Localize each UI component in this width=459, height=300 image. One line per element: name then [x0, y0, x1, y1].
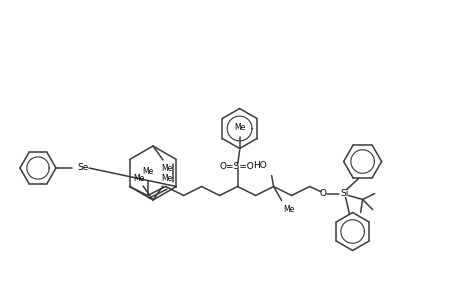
- Text: O=S=O: O=S=O: [219, 162, 254, 171]
- Text: HO: HO: [252, 161, 266, 170]
- Text: Me: Me: [133, 174, 144, 183]
- Text: Me: Me: [234, 124, 245, 133]
- Text: Me: Me: [283, 205, 294, 214]
- Text: Se: Se: [77, 164, 88, 172]
- Text: Me: Me: [161, 174, 172, 183]
- Text: Me: Me: [142, 167, 153, 176]
- Text: O: O: [319, 189, 325, 198]
- Text: Si: Si: [340, 189, 348, 198]
- Text: Me: Me: [161, 164, 172, 173]
